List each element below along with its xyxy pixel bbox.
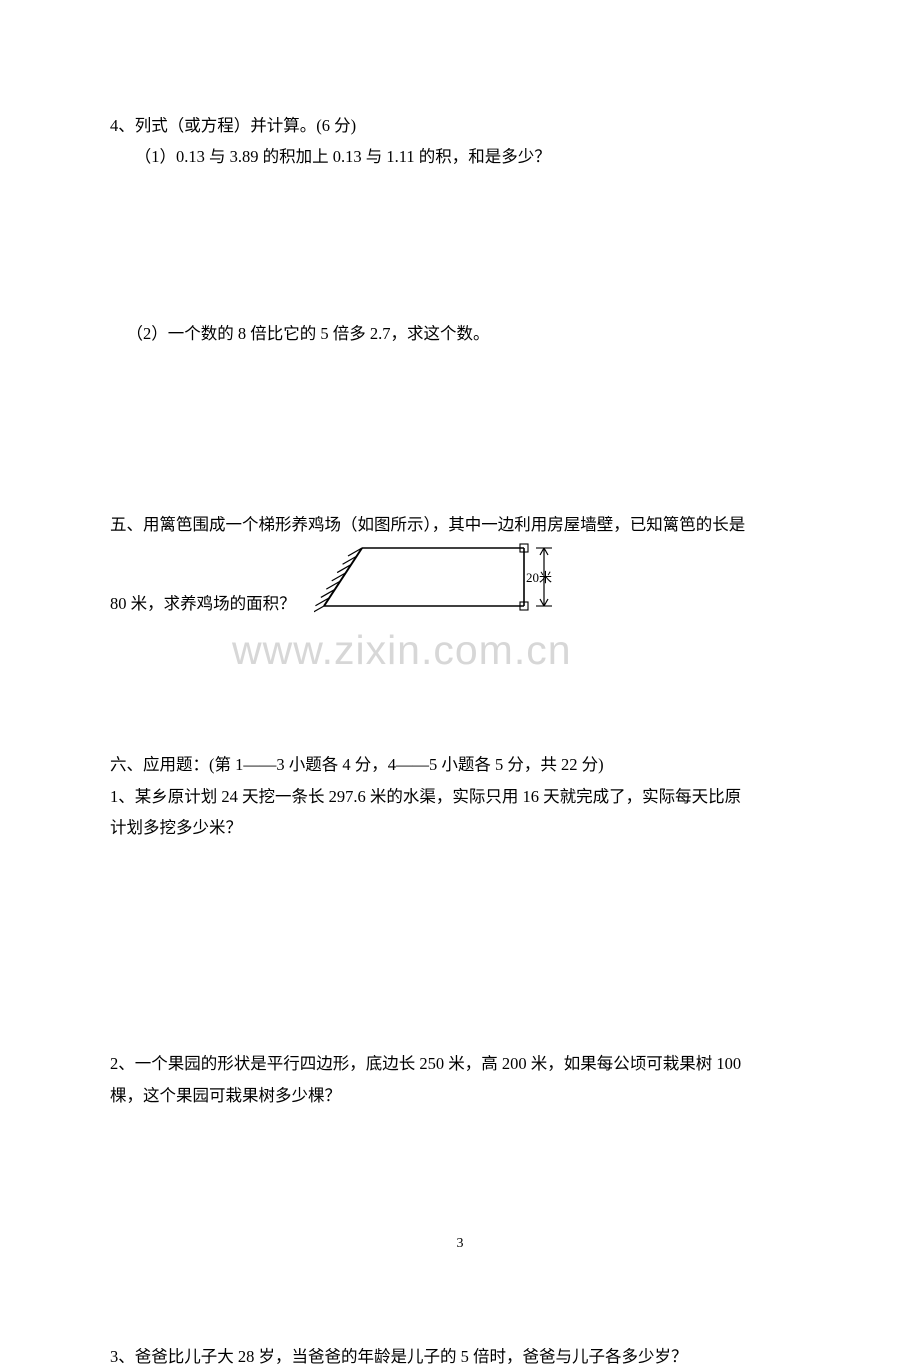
trapezoid-figure: 20米: [314, 540, 574, 616]
spacer: [110, 349, 810, 509]
q4-item2: （2）一个数的 8 倍比它的 5 倍多 2.7，求这个数。: [110, 318, 810, 349]
q6-item2b: 棵，这个果园可栽果树多少棵？: [110, 1080, 810, 1111]
q6-item2a: 2、一个果园的形状是平行四边形，底边长 250 米，高 200 米，如果每公顷可…: [110, 1048, 810, 1079]
q6-title: 六、应用题：(第 1——3 小题各 4 分，4——5 小题各 5 分，共 22 …: [110, 749, 810, 780]
page-number: 3: [0, 1231, 920, 1258]
trapezoid-svg: 20米: [314, 540, 574, 616]
q5-line2: 80 米，求养鸡场的面积？: [110, 588, 296, 619]
q6-item1b: 计划多挖多少米？: [110, 812, 810, 843]
q4-item1: （1）0.13 与 3.89 的积加上 0.13 与 1.11 的积，和是多少？: [110, 141, 810, 172]
spacer: [110, 173, 810, 318]
svg-text:20米: 20米: [526, 570, 552, 585]
spacer: [110, 1111, 810, 1341]
spacer: [110, 843, 810, 1048]
q5-line1: 五、用篱笆围成一个梯形养鸡场（如图所示），其中一边利用房屋墙壁，已知篱笆的长是: [110, 509, 810, 540]
q5-row: 80 米，求养鸡场的面积？ 20米: [110, 540, 810, 619]
spacer: [110, 619, 810, 749]
q4-title: 4、列式（或方程）并计算。(6 分): [110, 110, 810, 141]
q6-item1a: 1、某乡原计划 24 天挖一条长 297.6 米的水渠，实际只用 16 天就完成…: [110, 781, 810, 812]
q6-item3: 3、爸爸比儿子大 28 岁，当爸爸的年龄是儿子的 5 倍时，爸爸与儿子各多少岁？: [110, 1341, 810, 1372]
